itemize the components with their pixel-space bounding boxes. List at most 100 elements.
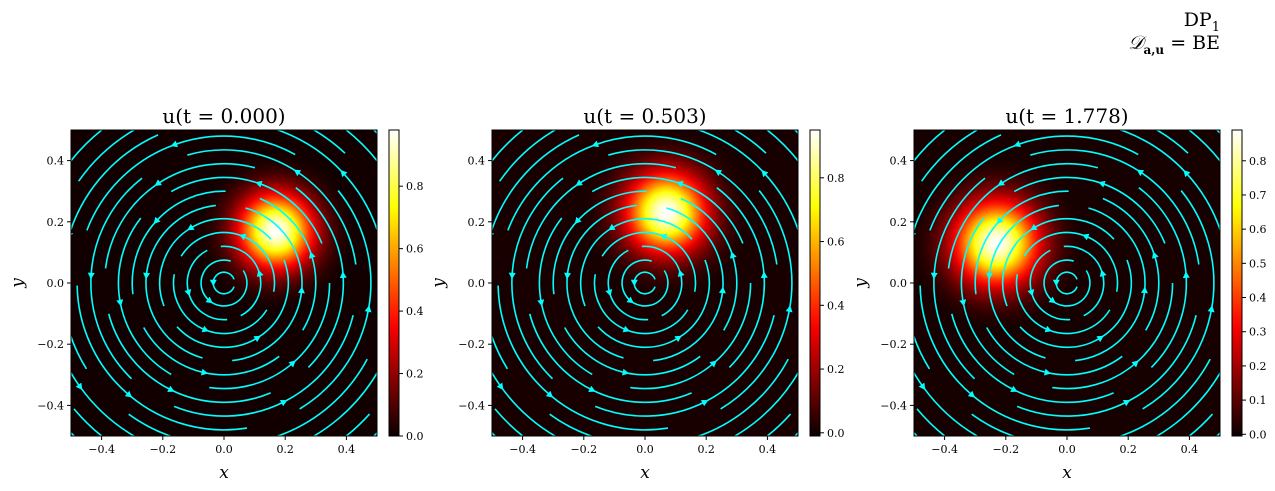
panel-title: u(t = 0.503): [583, 104, 706, 128]
suptitle-line-1: DP1: [1184, 9, 1220, 35]
streamline-arrow: [442, 359, 448, 366]
streamline-arrow: [257, 438, 264, 445]
streamline-arrow: [1094, 68, 1101, 75]
y-tick-label: −0.4: [880, 399, 907, 412]
streamline-arrow: [256, 269, 264, 277]
streamlines: [54, 130, 388, 445]
colorbar-tick-label: 0.1: [1249, 394, 1267, 407]
streamline-arrow: [608, 223, 616, 231]
x-tick-label: 0.0: [215, 443, 233, 456]
streamline-arrow: [545, 390, 554, 398]
x-tick-label: −0.2: [570, 443, 597, 456]
y-tick-label: −0.4: [458, 399, 485, 412]
streamline-arrow: [1122, 399, 1131, 407]
x-axis-label: x: [1062, 463, 1072, 483]
y-axis-label: y: [8, 278, 28, 289]
streamline-arrow: [729, 251, 737, 259]
panel-3: −0.4 −0.2 0.0 0.2 0.4 −0.4 −0.2 0.0 0.2 0.4 x y u(t …: [851, 68, 1267, 483]
streamline-arrow: [967, 390, 976, 398]
streamline-arrow: [167, 385, 175, 392]
y-tick-label: 0.4: [47, 155, 65, 168]
streamline-arrow: [170, 140, 179, 148]
streamline-arrow: [996, 216, 1004, 224]
colorbar-tick-label: 0.4: [827, 299, 845, 312]
streamline-arrow: [1136, 169, 1145, 177]
colorbar: [809, 129, 821, 437]
streamline-arrow: [288, 360, 296, 368]
streamline: [733, 371, 798, 436]
streamline-arrow: [1207, 305, 1215, 313]
streamline-arrow: [1013, 140, 1022, 148]
colorbar-tick-label: 0.7: [1249, 189, 1267, 202]
panel-1: −0.4 −0.2 0.0 0.2 0.4 −0.4 −0.2 0.0 0.2 0.4 x y u(t …: [8, 104, 424, 483]
streamline-arrow: [1183, 170, 1191, 178]
y-axis-label: y: [429, 278, 449, 289]
streamline-arrow: [630, 279, 638, 287]
streamline-arrow: [508, 272, 516, 280]
streamline: [914, 134, 1002, 370]
streamline-arrow: [591, 140, 600, 148]
x-tick-label: 0.4: [1181, 443, 1199, 456]
streamline-arrow: [714, 169, 723, 177]
streamline-arrow: [1082, 233, 1090, 241]
colorbar: [1231, 129, 1243, 437]
streamline: [492, 134, 580, 370]
streamline-arrow: [143, 272, 151, 280]
streamline-arrow: [253, 335, 261, 343]
streamline-arrow: [382, 352, 388, 359]
colorbar-tick-label: 0.8: [406, 180, 424, 193]
streamline-arrow: [660, 233, 668, 241]
x-tick-label: 0.4: [338, 443, 356, 456]
streamline-arrow: [71, 232, 74, 236]
streamline-arrow: [205, 296, 213, 304]
streamline-arrow: [1027, 289, 1035, 297]
streamline-arrow: [54, 178, 60, 185]
y-tick-label: −0.2: [458, 338, 485, 351]
y-tick-label: 0.2: [47, 216, 65, 229]
y-tick-label: 0.0: [468, 277, 486, 290]
streamline-arrow: [1030, 223, 1038, 231]
streamline-arrow: [75, 382, 83, 390]
streamline-arrow: [676, 180, 684, 188]
streamline-arrow: [1099, 269, 1107, 277]
streamline-arrow: [959, 299, 967, 307]
x-tick-label: −0.2: [149, 443, 176, 456]
streamline-arrow: [674, 335, 682, 343]
streamline-arrow: [496, 382, 504, 390]
y-tick-label: 0.0: [47, 277, 65, 290]
streamline-arrow: [918, 382, 926, 390]
y-tick-label: 0.2: [468, 216, 486, 229]
streamline-arrow: [997, 179, 1005, 186]
streamline-arrow: [340, 170, 348, 178]
streamline-arrow: [574, 216, 582, 224]
heatmap-field: [914, 130, 1220, 436]
heatmap-field: [492, 130, 798, 436]
streamline: [920, 130, 1189, 182]
streamline-arrow: [864, 359, 870, 366]
colorbar-tick-label: 0.6: [1249, 223, 1267, 236]
streamline-arrow: [709, 360, 717, 368]
streamline-arrow: [588, 385, 596, 392]
streamline-arrow: [761, 170, 769, 178]
streamline-arrow: [209, 279, 217, 287]
streamline-arrow: [930, 272, 938, 280]
streamline-arrow: [1044, 368, 1052, 376]
streamline-arrow: [364, 305, 372, 313]
streamline-arrow: [622, 368, 630, 376]
x-tick-label: 0.0: [636, 443, 654, 456]
streamlines: [442, 130, 798, 436]
x-axis-label: x: [640, 463, 650, 483]
x-tick-label: −0.4: [931, 443, 958, 456]
x-tick-label: 0.0: [1058, 443, 1076, 456]
streamline-arrow: [1100, 438, 1107, 445]
streamline-arrow: [255, 180, 263, 188]
streamline-arrow: [1225, 352, 1231, 359]
streamline-arrow: [537, 299, 545, 307]
panel-title: u(t = 1.778): [1005, 104, 1128, 128]
colorbar-tick-label: 0.2: [1249, 360, 1267, 373]
y-tick-label: 0.4: [468, 155, 486, 168]
x-tick-label: 0.4: [759, 443, 777, 456]
y-tick-label: 0.0: [890, 277, 908, 290]
streamline-arrow: [201, 368, 209, 376]
